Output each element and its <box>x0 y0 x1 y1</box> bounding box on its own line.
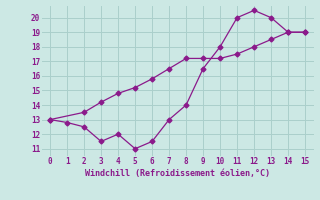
X-axis label: Windchill (Refroidissement éolien,°C): Windchill (Refroidissement éolien,°C) <box>85 169 270 178</box>
